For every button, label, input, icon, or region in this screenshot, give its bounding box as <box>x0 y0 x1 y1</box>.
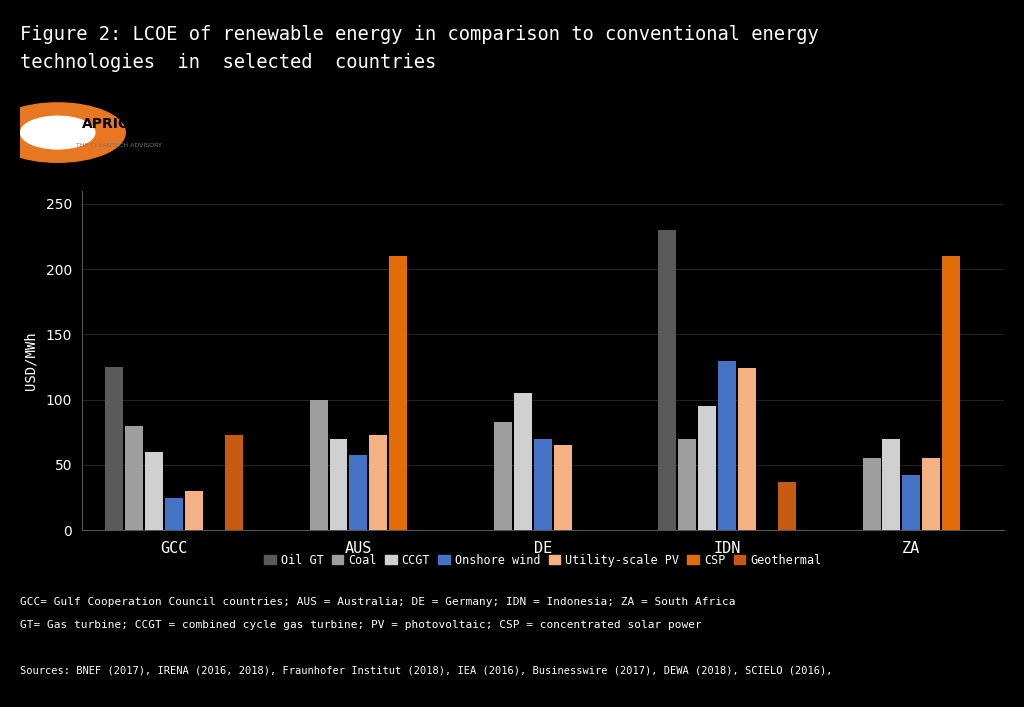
Bar <box>738 368 756 530</box>
Bar <box>389 256 408 530</box>
Bar <box>125 426 143 530</box>
Text: THE CLEANTECH ADVISORY: THE CLEANTECH ADVISORY <box>76 144 162 148</box>
Text: GT= Gas turbine; CCGT = combined cycle gas turbine; PV = photovoltaic; CSP = con: GT= Gas turbine; CCGT = combined cycle g… <box>20 620 702 630</box>
Bar <box>349 455 368 530</box>
Bar <box>534 439 552 530</box>
Text: GCC= Gulf Cooperation Council countries; AUS = Australia; DE = Germany; IDN = In: GCC= Gulf Cooperation Council countries;… <box>20 597 736 607</box>
Circle shape <box>0 103 125 162</box>
Bar <box>225 435 243 530</box>
Bar <box>514 393 531 530</box>
Bar <box>902 475 921 530</box>
Bar <box>185 491 203 530</box>
Bar <box>658 230 676 530</box>
Bar <box>309 399 328 530</box>
Bar <box>778 482 796 530</box>
Bar <box>105 367 123 530</box>
Bar <box>554 445 571 530</box>
Bar <box>698 407 716 530</box>
Bar <box>718 361 736 530</box>
Circle shape <box>20 116 95 149</box>
Bar <box>330 439 347 530</box>
Text: Figure 2: LCOE of renewable energy in comparison to conventional energy: Figure 2: LCOE of renewable energy in co… <box>20 25 819 44</box>
Text: Sources: BNEF (2017), IRENA (2016, 2018), Fraunhofer Institut (2018), IEA (2016): Sources: BNEF (2017), IRENA (2016, 2018)… <box>20 666 833 676</box>
Legend: Oil GT, Coal, CCGT, Onshore wind, Utility-scale PV, CSP, Geothermal: Oil GT, Coal, CCGT, Onshore wind, Utilit… <box>264 554 821 567</box>
Bar <box>883 439 900 530</box>
Bar <box>370 435 387 530</box>
Bar <box>923 458 940 530</box>
Text: APRICUM: APRICUM <box>82 117 155 131</box>
Bar <box>678 439 696 530</box>
Bar <box>145 452 163 530</box>
Bar <box>862 458 881 530</box>
Bar <box>165 498 183 530</box>
Y-axis label: USD/MWh: USD/MWh <box>24 332 38 390</box>
Bar <box>942 256 961 530</box>
Text: technologies  in  selected  countries: technologies in selected countries <box>20 53 436 72</box>
Bar <box>494 422 512 530</box>
